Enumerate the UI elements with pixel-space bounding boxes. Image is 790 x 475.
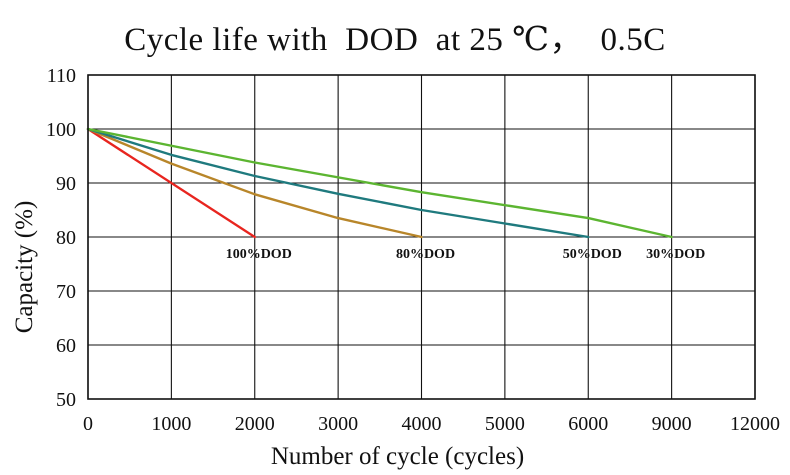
x-tick-label: 5000 [485, 413, 525, 435]
x-tick-label: 3000 [318, 413, 358, 435]
y-tick-label: 100 [46, 119, 76, 141]
x-tick-label: 9000 [652, 413, 692, 435]
plot-frame [87, 74, 756, 400]
y-tick-label: 90 [56, 173, 76, 195]
y-tick-label: 50 [56, 389, 76, 411]
x-tick-label: 6000 [568, 413, 608, 435]
series-label-80pctdod: 80%DOD [396, 247, 455, 262]
x-tick-label: 0 [83, 413, 93, 435]
series-line-30pctdod [86, 127, 673, 239]
series-lines [86, 127, 673, 239]
y-axis-ticks: 50 60 70 80 90 100 110 [46, 65, 76, 411]
x-axis-label: Number of cycle (cycles) [271, 443, 524, 470]
y-tick-label: 110 [47, 65, 76, 87]
y-tick-label: 80 [56, 227, 76, 249]
x-tick-label: 2000 [235, 413, 275, 435]
series-label-50pctdod: 50%DOD [563, 247, 622, 262]
x-axis-ticks: 0 1000 2000 3000 4000 5000 6000 9000 12000 [83, 413, 780, 435]
y-tick-label: 60 [56, 335, 76, 357]
series-line-100pctdod [86, 127, 257, 239]
x-tick-label: 1000 [151, 413, 191, 435]
chart-title: Cycle life with DOD at 25 ℃， 0.5C [124, 22, 666, 58]
x-tick-label: 12000 [730, 413, 780, 435]
series-labels: 100%DOD 80%DOD 50%DOD 30%DOD [226, 247, 706, 262]
x-tick-label: 4000 [402, 413, 442, 435]
y-axis-label: Capacity (%) [11, 201, 38, 334]
series-label-100pctdod: 100%DOD [226, 247, 292, 262]
series-label-30pctdod: 30%DOD [646, 247, 705, 262]
series-line-50pctdod [86, 127, 590, 239]
series-line-80pctdod [86, 127, 423, 239]
y-tick-label: 70 [56, 281, 76, 303]
